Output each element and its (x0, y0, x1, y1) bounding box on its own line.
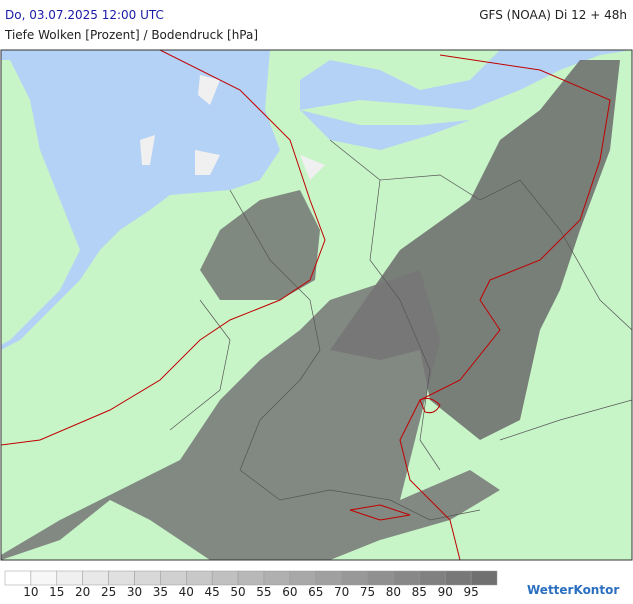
title: Do, 03.07.2025 12:00 UTC (5, 8, 164, 22)
borders (169, 139, 632, 521)
legend-label: 75 (360, 585, 375, 599)
map (0, 49, 633, 561)
legend-swatch (4, 570, 32, 586)
logo: WetterKontor (527, 583, 619, 597)
legend-swatch (393, 570, 420, 586)
model-info: GFS (NOAA) Di 12 + 48h (479, 8, 627, 22)
legend-swatch (108, 570, 135, 586)
legend-swatch (134, 570, 161, 586)
legend-swatch (263, 570, 291, 586)
legend-swatch (315, 570, 342, 586)
legend-label: 60 (282, 585, 297, 599)
legend-label: 20 (75, 585, 90, 599)
legend-swatch (444, 570, 472, 586)
sea (1, 50, 280, 350)
legend-label: 35 (153, 585, 168, 599)
legend-swatch (289, 570, 316, 586)
legend-label: 30 (127, 585, 142, 599)
legend-label: 90 (438, 585, 453, 599)
legend-swatch (30, 570, 58, 586)
legend-label: 45 (205, 585, 220, 599)
legend-swatch (237, 570, 265, 586)
legend-label: 65 (308, 585, 323, 599)
legend-label: 40 (179, 585, 194, 599)
map-frame (0, 49, 633, 561)
isobars (1, 50, 611, 560)
legend-label: 70 (334, 585, 349, 599)
sea (300, 50, 632, 110)
legend: 10 15 20 25 30 35 40 45 50 55 60 65 70 75 80 85 90 95 (4, 570, 498, 599)
legend-swatch (56, 570, 83, 586)
cloud (140, 75, 325, 180)
legend-label: 10 (23, 585, 38, 599)
legend-label: 55 (256, 585, 271, 599)
cloud (1, 270, 500, 560)
legend-label: 80 (386, 585, 401, 599)
subtitle: Tiefe Wolken [Prozent] / Bodendruck [hPa… (4, 28, 258, 42)
legend-swatch (341, 570, 368, 586)
legend-swatch (160, 570, 187, 586)
legend-swatch (82, 570, 109, 586)
legend-swatch (470, 570, 498, 586)
legend-swatch (211, 570, 239, 586)
legend-swatch (186, 570, 213, 586)
legend-swatch (367, 570, 394, 586)
legend-swatch (419, 570, 446, 586)
legend-label: 95 (463, 585, 478, 599)
legend-label: 50 (230, 585, 245, 599)
legend-label: 85 (412, 585, 427, 599)
legend-label: 15 (49, 585, 64, 599)
sea (300, 110, 470, 150)
land (1, 60, 80, 345)
cloud (200, 190, 320, 300)
legend-label: 25 (101, 585, 116, 599)
